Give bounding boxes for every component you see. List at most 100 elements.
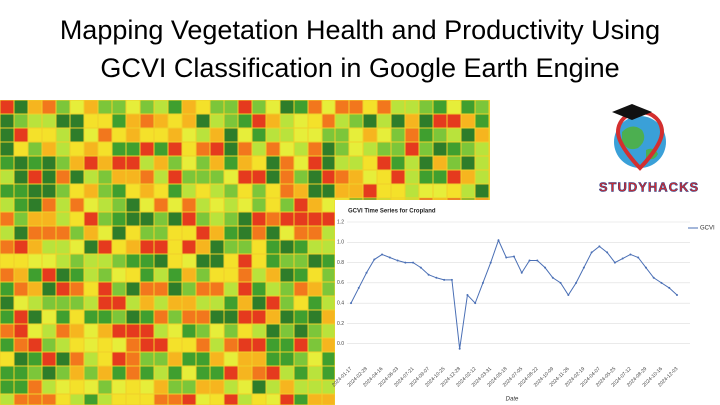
field [196,128,210,142]
field [349,156,363,170]
field [84,268,98,282]
field [56,184,70,198]
field [447,142,461,156]
field [98,212,112,226]
field [70,156,84,170]
field [405,170,419,184]
field [419,114,433,128]
point [497,239,500,242]
field [224,296,238,310]
field [308,338,322,352]
field [447,184,461,198]
point [536,259,539,262]
point [621,257,624,260]
field [168,380,182,394]
field [335,156,349,170]
field [140,380,154,394]
field [154,212,168,226]
point [481,281,484,284]
field [224,184,238,198]
field [42,324,56,338]
field [28,240,42,254]
field [98,156,112,170]
field [84,212,98,226]
field [70,100,84,114]
field [168,128,182,142]
field [140,254,154,268]
field [42,338,56,352]
field [168,366,182,380]
field [322,142,335,156]
field [14,254,28,268]
field [294,198,308,212]
field [14,268,28,282]
field [196,170,210,184]
field [224,128,238,142]
field [433,100,447,114]
field [126,380,140,394]
point [357,286,360,289]
field [56,198,70,212]
field [363,142,377,156]
field [84,170,98,184]
field [84,142,98,156]
field [210,114,224,128]
field [168,268,182,282]
field [238,156,252,170]
point [435,276,438,279]
field [280,198,294,212]
field [0,212,14,226]
field [126,226,140,240]
field [210,226,224,240]
field [196,240,210,254]
field [14,170,28,184]
field [419,156,433,170]
field [405,128,419,142]
field [98,296,112,310]
field [294,184,308,198]
title-line: GCVI Classification in Google Earth Engi… [100,53,619,83]
field [28,296,42,310]
field [42,100,56,114]
field [419,142,433,156]
field [238,100,252,114]
field [112,268,126,282]
field [252,296,266,310]
field [14,100,28,114]
field [154,380,168,394]
field [210,184,224,198]
field [140,170,154,184]
field [196,268,210,282]
field [70,352,84,366]
field [210,366,224,380]
field [377,114,391,128]
field [182,100,196,114]
field [56,240,70,254]
field [112,380,126,394]
point [520,271,523,274]
point [676,294,678,297]
field [112,184,126,198]
field [224,226,238,240]
point [350,302,352,305]
field [405,114,419,128]
field [56,114,70,128]
field [140,240,154,254]
field [28,254,42,268]
field [168,324,182,338]
field [28,198,42,212]
field [447,114,461,128]
field [224,338,238,352]
field [0,142,14,156]
field [140,338,154,352]
field [210,254,224,268]
field [475,184,489,198]
field [294,114,308,128]
field [391,128,405,142]
field [84,254,98,268]
field [335,100,349,114]
point [551,276,554,279]
field [126,394,140,405]
field [322,212,335,226]
field [14,156,28,170]
